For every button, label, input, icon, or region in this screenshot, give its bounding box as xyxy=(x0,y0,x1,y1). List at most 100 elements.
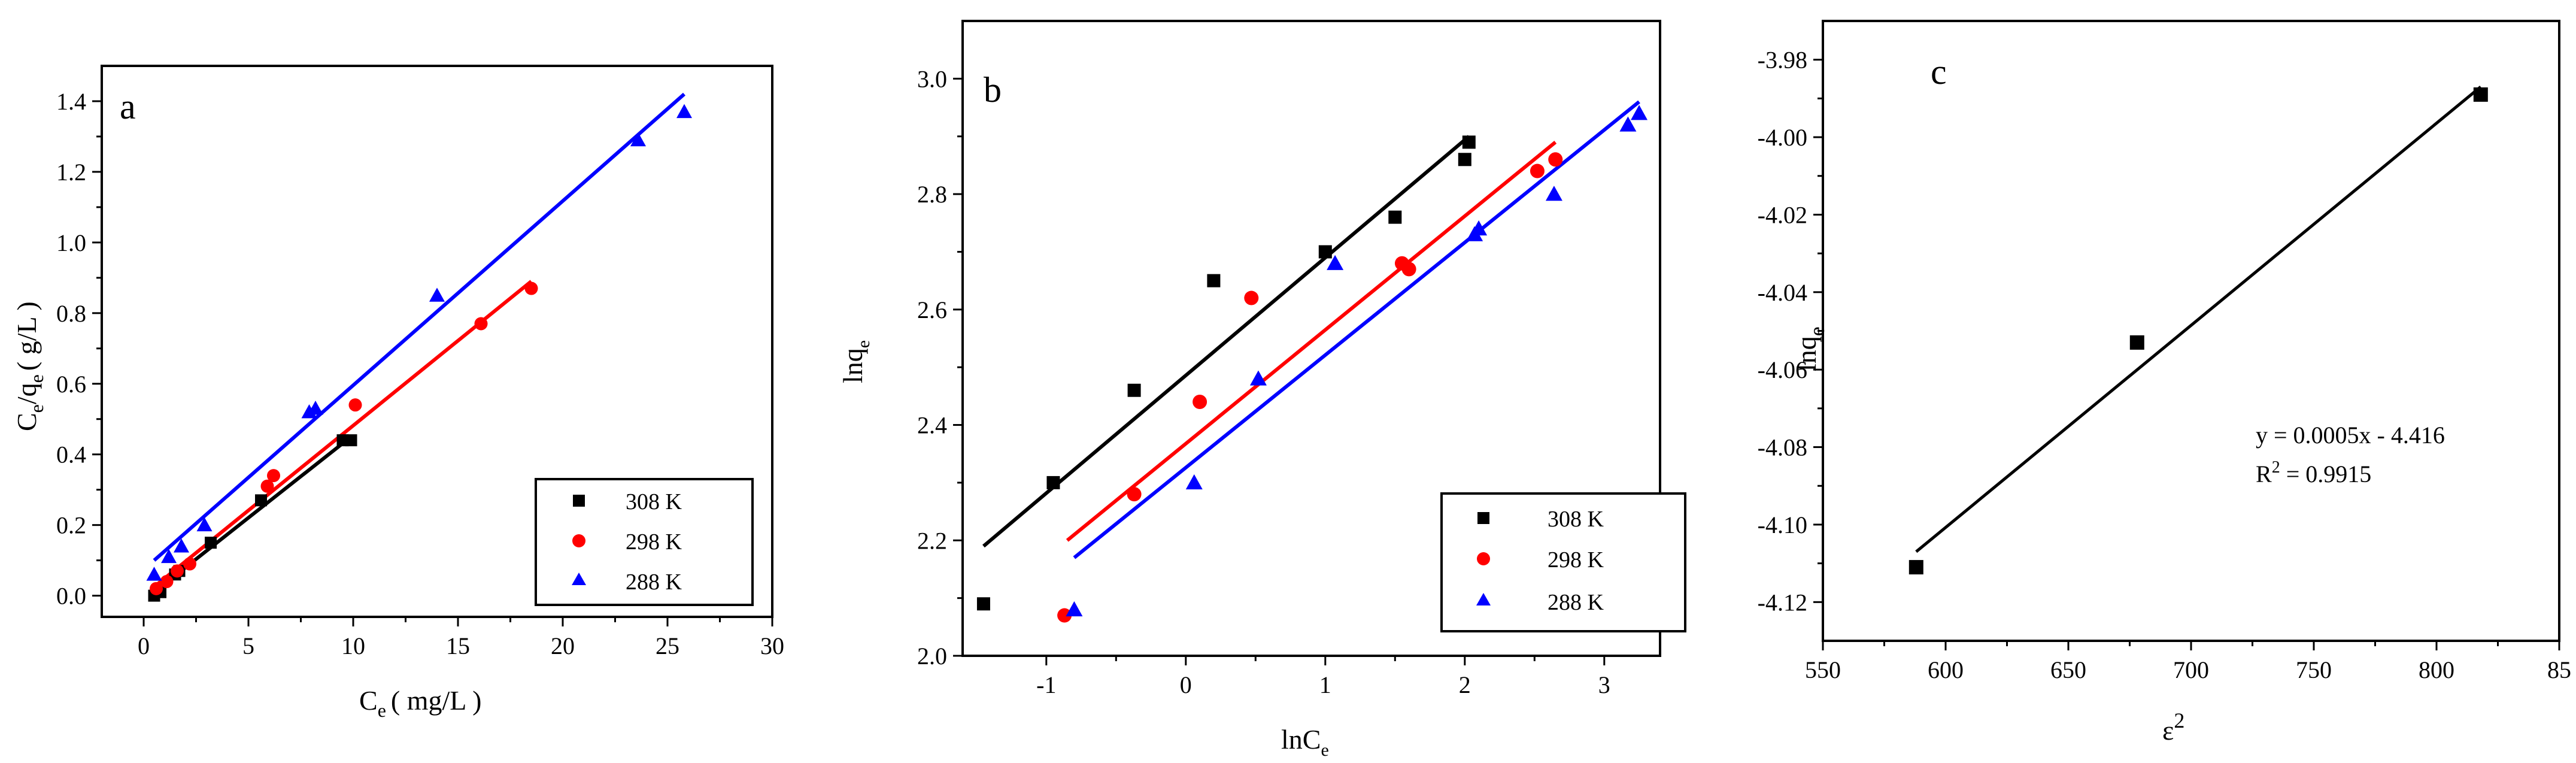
data-point-298k xyxy=(267,469,280,483)
legend-label-288k: 288 K xyxy=(626,570,682,595)
y-tick-label: 2.6 xyxy=(917,296,947,323)
data-point-298k xyxy=(348,398,362,412)
data-point-298k xyxy=(1401,262,1416,277)
data-point-308k xyxy=(1318,245,1332,259)
fit-line-288k xyxy=(1073,100,1640,559)
y-tick-label: 2.8 xyxy=(917,181,947,208)
y-tick-label: 0.0 xyxy=(56,583,86,610)
data-point-298k xyxy=(160,575,174,589)
data-point-298k xyxy=(260,479,274,493)
x-tick-label: 550 xyxy=(1805,656,1841,683)
x-tick-label: 30 xyxy=(760,632,784,659)
panel-b-x-axis-title: lnCe xyxy=(1281,724,1329,760)
panel-a-legend: 308 K 298 K 288 K xyxy=(535,478,754,606)
legend-marker-308k xyxy=(1477,512,1489,524)
panel-a-frame xyxy=(101,65,773,618)
legend-label-308k: 308 K xyxy=(626,489,682,514)
data-point-298k xyxy=(1244,290,1259,305)
panel-a-langmuir-plot: 0 5 10 15 20 25 30 0.0 0.2 0.4 0.6 0.8 1.0 1.2 1.4 a C… xyxy=(11,65,784,721)
x-tick-label: 5 xyxy=(242,632,254,659)
panel-b-frame xyxy=(961,20,1661,657)
panel-c-letter: c xyxy=(1931,52,1947,92)
fit-line-298k xyxy=(155,280,533,587)
y-tick-label: 2.2 xyxy=(917,527,947,554)
panel-c-dr-plot: 550 600 650 700 750 800 85 -4.12 -4.10 -4.08 -4.06… xyxy=(1758,20,2571,746)
data-point-data xyxy=(2129,335,2144,350)
data-point-288k xyxy=(1631,105,1648,120)
data-point-298k xyxy=(150,582,163,595)
y-tick-label: 1.2 xyxy=(56,159,86,186)
data-point-288k xyxy=(1545,186,1562,201)
y-tick-label: -4.00 xyxy=(1758,124,1807,151)
y-tick-label: 3.0 xyxy=(917,65,947,92)
data-point-data xyxy=(1909,560,1923,575)
x-tick-label: 15 xyxy=(446,632,470,659)
data-point-288k xyxy=(630,132,646,147)
data-point-298k xyxy=(1193,395,1207,409)
x-tick-label: 1 xyxy=(1319,671,1331,698)
data-point-288k xyxy=(161,549,177,564)
data-point-288k xyxy=(1470,220,1488,236)
legend-marker-298k xyxy=(572,534,585,547)
legend-label-308k: 308 K xyxy=(1548,507,1604,532)
legend-marker-288k xyxy=(572,573,586,585)
panel-a-y-axis-title: Ce/qe( g/L ) xyxy=(11,301,47,431)
fit-line-data xyxy=(1915,86,2482,553)
x-tick-label: 700 xyxy=(2173,656,2209,683)
y-tick-label: 0.2 xyxy=(56,512,86,539)
y-tick-label: 1.0 xyxy=(56,229,86,256)
data-point-288k xyxy=(196,517,213,532)
x-tick-label: 0 xyxy=(138,632,150,659)
x-tick-label: 0 xyxy=(1180,671,1192,698)
data-point-308k xyxy=(1046,476,1060,489)
fit-line-288k xyxy=(153,92,685,562)
data-point-308k xyxy=(1127,383,1141,397)
legend-marker-308k xyxy=(573,495,585,507)
legend-label-298k: 298 K xyxy=(1548,547,1604,573)
panel-a-letter: a xyxy=(120,87,136,126)
data-point-288k xyxy=(146,567,162,581)
regression-equation: y = 0.0005x - 4.416 xyxy=(2256,422,2445,449)
x-tick-label: 600 xyxy=(1928,656,1964,683)
y-tick-label: -4.04 xyxy=(1758,279,1807,306)
panel-b-y-axis-title: lnqe xyxy=(838,340,873,383)
fit-line-298k xyxy=(1066,141,1557,542)
x-tick-label: 800 xyxy=(2419,656,2454,683)
data-point-288k xyxy=(1327,255,1344,270)
y-tick-label: -4.06 xyxy=(1758,356,1807,383)
panel-a-legend-box xyxy=(535,478,754,606)
data-point-308k xyxy=(976,597,990,611)
y-tick-label: 2.4 xyxy=(917,412,947,439)
data-point-308k xyxy=(1388,210,1402,224)
legend-marker-288k xyxy=(1476,593,1491,605)
y-tick-label: 0.6 xyxy=(56,371,86,398)
x-tick-label: 2 xyxy=(1459,671,1471,698)
data-point-308k xyxy=(205,537,217,549)
data-point-298k xyxy=(183,557,196,571)
x-tick-label: 10 xyxy=(341,632,365,659)
x-tick-label: 20 xyxy=(551,632,575,659)
data-point-298k xyxy=(1548,152,1563,167)
data-point-288k xyxy=(429,287,445,302)
data-point-288k xyxy=(308,401,323,415)
panel-b-letter: b xyxy=(984,70,1002,110)
data-point-298k xyxy=(524,281,538,295)
panel-c-x-axis-title: ε2 xyxy=(2162,708,2184,746)
y-tick-label: 1.4 xyxy=(56,88,86,115)
y-tick-label: 0.4 xyxy=(56,441,86,468)
data-point-288k xyxy=(301,404,317,419)
y-tick-label: -4.08 xyxy=(1758,434,1807,461)
data-point-298k xyxy=(474,317,488,331)
data-point-298k xyxy=(1127,487,1142,502)
panel-a-x-axis-title: Ce( mg/L ) xyxy=(359,685,481,721)
data-point-288k xyxy=(1249,370,1267,386)
y-tick-label: -3.98 xyxy=(1758,47,1807,74)
data-point-288k xyxy=(174,538,189,553)
data-point-298k xyxy=(1057,608,1072,623)
y-tick-label: -4.02 xyxy=(1758,201,1807,228)
y-tick-label: -4.10 xyxy=(1758,511,1807,538)
data-point-308k xyxy=(345,434,357,447)
data-point-288k xyxy=(1185,474,1203,490)
data-point-308k xyxy=(1207,274,1221,287)
